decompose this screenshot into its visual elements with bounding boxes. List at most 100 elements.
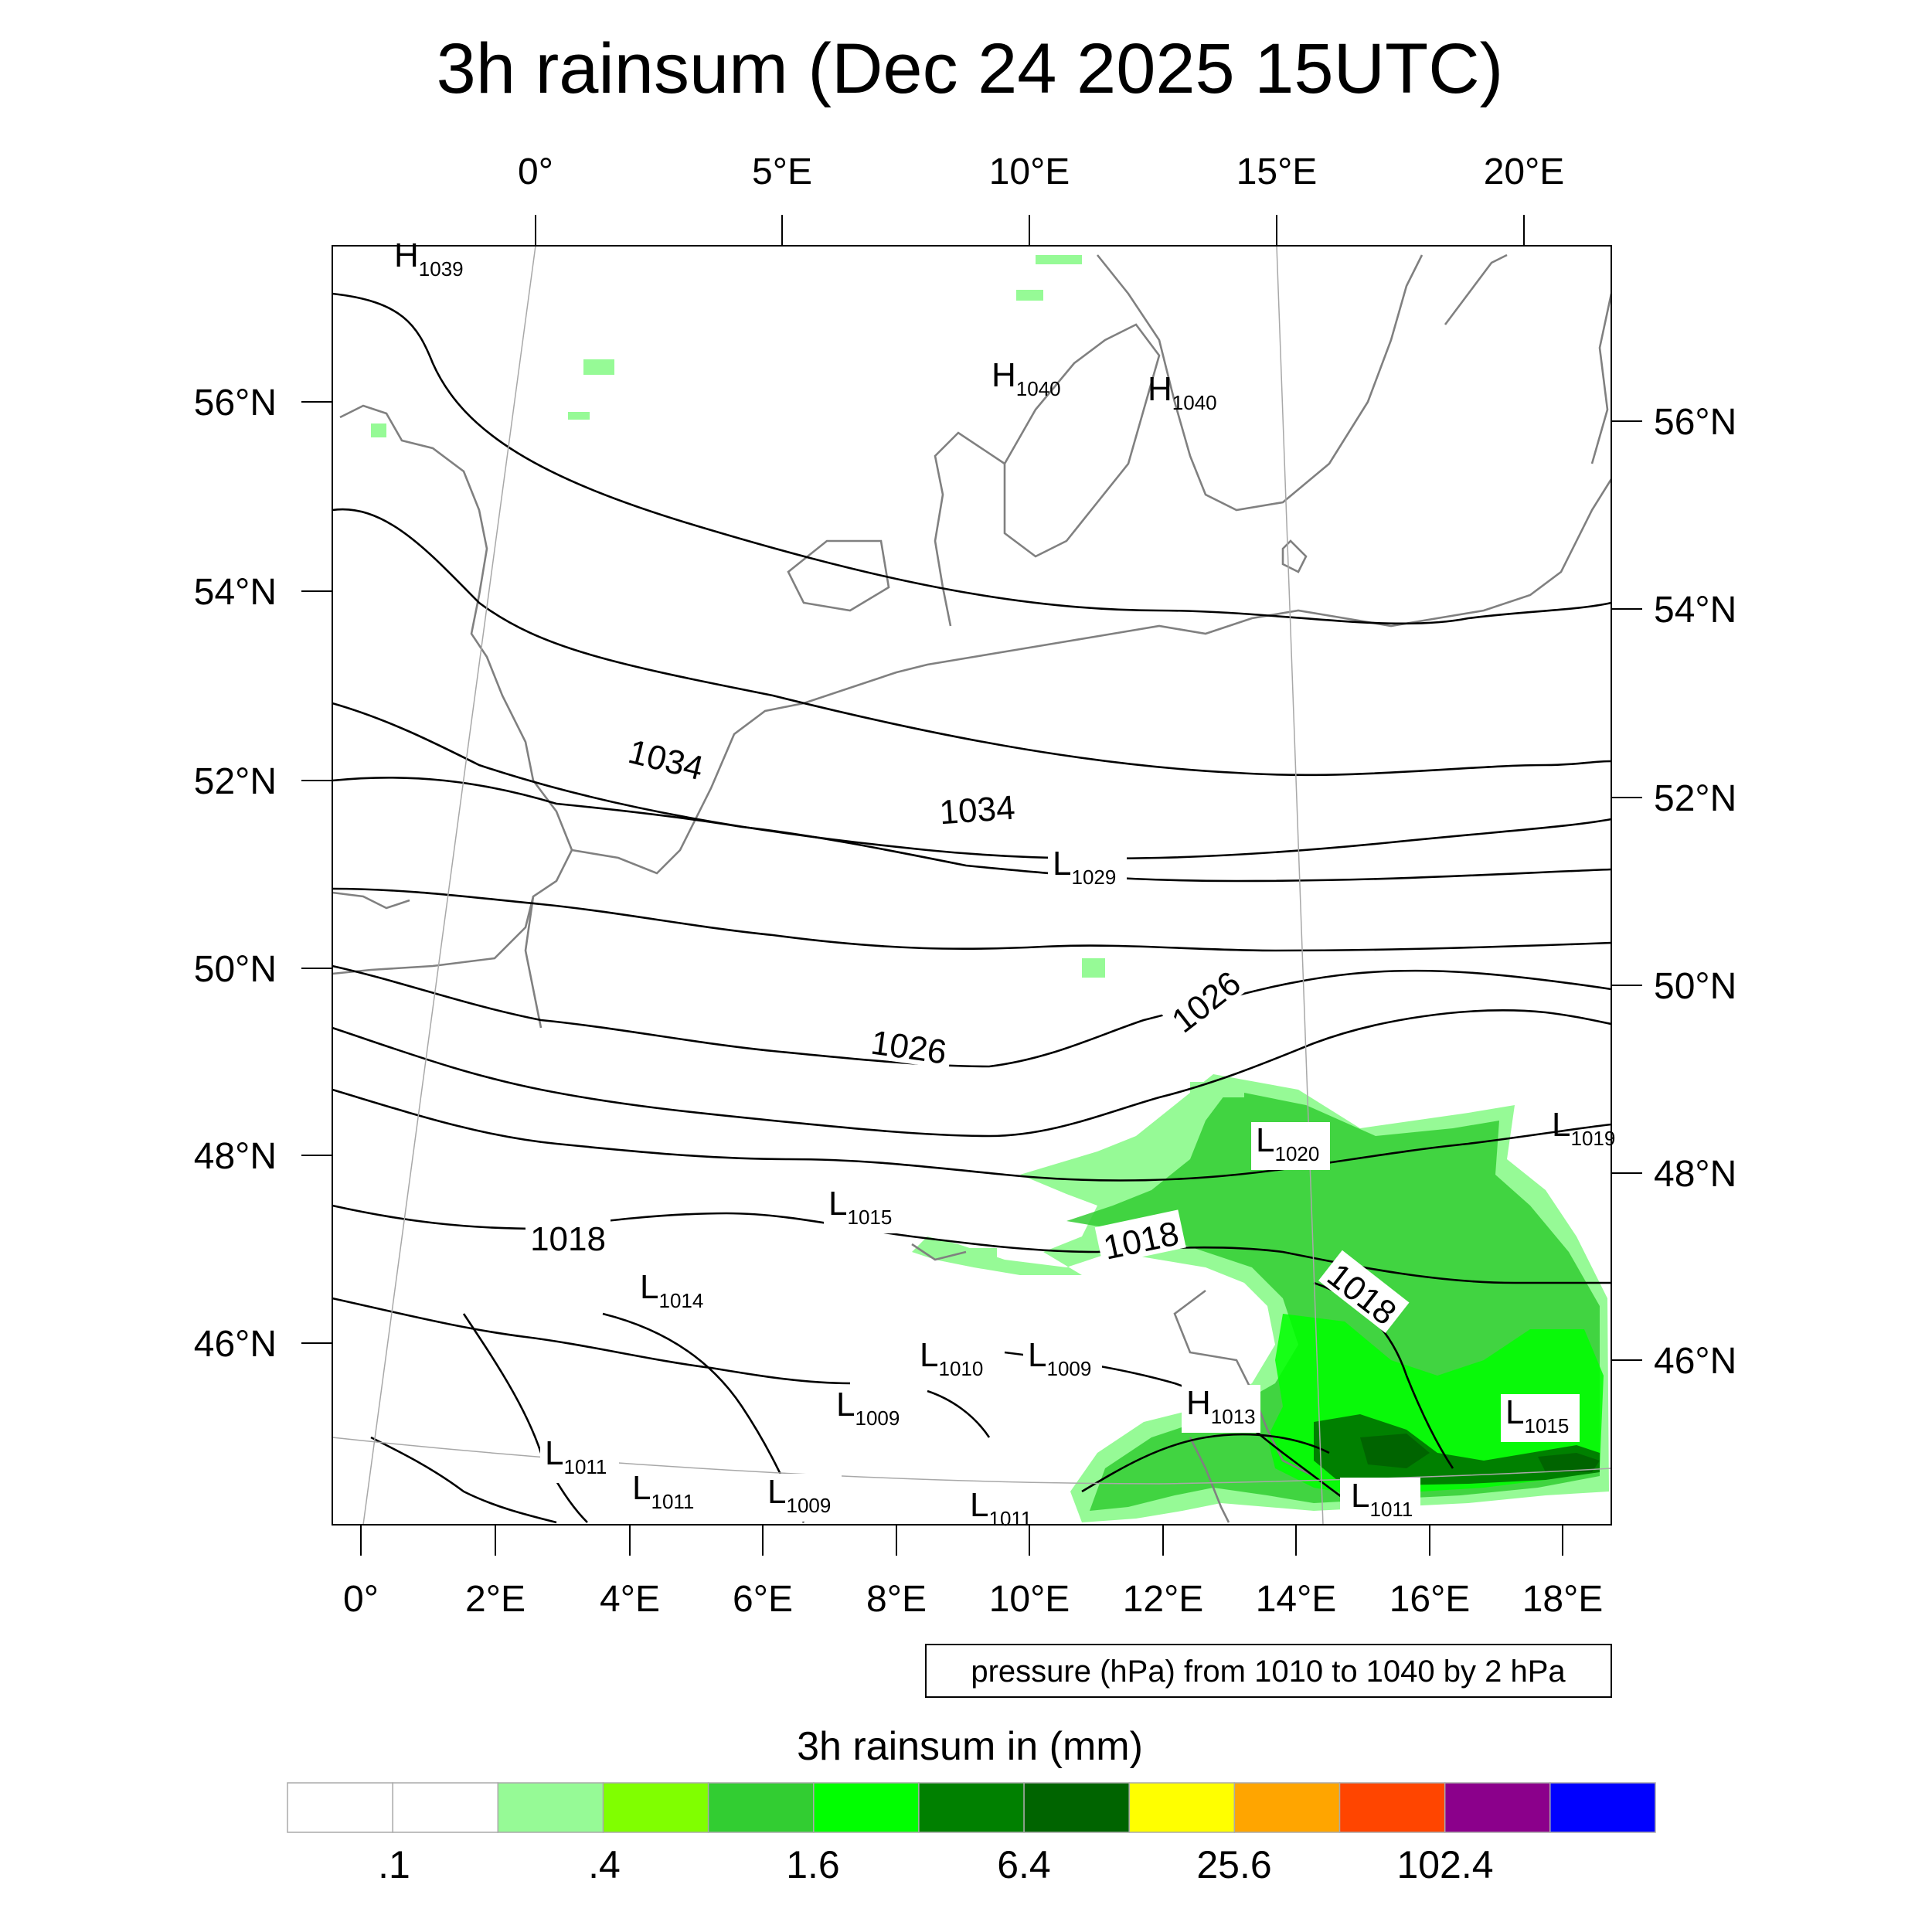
rain-speck-5 [568, 412, 590, 420]
svg-text:52°N: 52°N [194, 761, 277, 802]
svg-text:14°E: 14°E [1256, 1579, 1337, 1620]
rain-area-heavy [1314, 1414, 1600, 1485]
center-l-1014: L1014 [635, 1268, 714, 1317]
map-area: 1034 1034 1026 1026 1018 1018 [332, 236, 1615, 1535]
colorbar-swatch [1023, 1782, 1131, 1833]
center-h-1013: H1013 [1182, 1384, 1260, 1433]
center-h-1039: H1039 [394, 236, 464, 281]
svg-text:L1014: L1014 [640, 1268, 703, 1312]
left-latitude-labels: 56°N 54°N 52°N 50°N 48°N 46°N [194, 383, 277, 1365]
svg-text:H1040: H1040 [1148, 370, 1217, 414]
svg-text:50°N: 50°N [194, 949, 277, 990]
center-l-1011-b: L1011 [628, 1469, 706, 1518]
colorbar-swatches [287, 1782, 1656, 1833]
svg-text:L1019: L1019 [1552, 1106, 1615, 1150]
colorbar-label: 6.4 [997, 1843, 1051, 1886]
svg-text:15°E: 15°E [1236, 151, 1318, 192]
colorbar-swatch [497, 1782, 604, 1833]
rain-shading [371, 255, 1609, 1522]
colorbar-labels: .1 .4 1.6 6.4 25.6 102.4 [378, 1843, 1493, 1886]
colorbar-swatch [602, 1782, 709, 1833]
isobar-label-5: 1018 [526, 1216, 611, 1258]
center-l-1011-c: L1011 [965, 1486, 1044, 1535]
svg-text:2°E: 2°E [465, 1579, 526, 1620]
svg-text:54°N: 54°N [1654, 590, 1736, 631]
svg-text:L1011: L1011 [632, 1469, 694, 1513]
center-l-1020: L1020 [1251, 1121, 1330, 1170]
isobars [332, 292, 1612, 1524]
colorbar-swatch [813, 1782, 920, 1833]
svg-text:4°E: 4°E [600, 1579, 660, 1620]
center-l-1009-a: L1009 [1023, 1336, 1102, 1385]
center-h-1040-a: H1040 [992, 356, 1061, 400]
svg-text:46°N: 46°N [1654, 1341, 1736, 1382]
map-title: 3h rainsum (Dec 24 2025 15UTC) [437, 29, 1504, 108]
svg-text:50°N: 50°N [1654, 966, 1736, 1007]
svg-text:H1013: H1013 [1186, 1384, 1256, 1428]
svg-text:46°N: 46°N [194, 1324, 277, 1365]
svg-text:L1009: L1009 [1028, 1336, 1091, 1380]
center-l-1011-d: L1011 [1340, 1477, 1420, 1526]
rain-speck-1 [1036, 255, 1082, 264]
colorbar-label: 102.4 [1396, 1843, 1493, 1886]
svg-text:L1020: L1020 [1256, 1121, 1319, 1165]
rain-speck-7 [1082, 958, 1105, 978]
map-frame [332, 245, 1612, 1526]
svg-text:L1009: L1009 [836, 1386, 900, 1430]
svg-text:L1011: L1011 [545, 1434, 607, 1478]
rain-speck-8 [951, 1248, 997, 1260]
svg-text:18°E: 18°E [1522, 1579, 1604, 1620]
coastlines [332, 253, 1613, 1523]
colorbar-swatch [1233, 1782, 1341, 1833]
svg-text:56°N: 56°N [1654, 402, 1736, 443]
svg-text:48°N: 48°N [194, 1136, 277, 1177]
info-box: pressure (hPa) from 1010 to 1040 by 2 hP… [925, 1644, 1612, 1698]
colorbar-label: 25.6 [1196, 1843, 1271, 1886]
colorbar-swatch [918, 1782, 1025, 1833]
center-l-1015-a: L1015 [824, 1185, 903, 1233]
colorbar-swatch [392, 1782, 499, 1833]
center-l-1029: L1029 [1048, 845, 1127, 893]
center-l-1019: L1019 [1552, 1106, 1615, 1150]
colorbar-label: 1.6 [786, 1843, 840, 1886]
svg-text:L1029: L1029 [1053, 845, 1116, 889]
svg-text:54°N: 54°N [194, 572, 277, 613]
rain-core-2 [1538, 1453, 1600, 1472]
rain-speck-6 [1190, 1082, 1244, 1097]
colorbar: 3h rainsum in (mm) .1 .4 1.6 6.4 25.6 10… [287, 1724, 1656, 1886]
svg-text:5°E: 5°E [752, 151, 812, 192]
svg-text:6°E: 6°E [733, 1579, 793, 1620]
rain-speck-4 [371, 423, 386, 437]
svg-text:48°N: 48°N [1654, 1154, 1736, 1195]
isobar-label-2: 1034 [933, 784, 1021, 832]
svg-text:0°: 0° [343, 1579, 379, 1620]
center-l-1010: L1010 [915, 1336, 994, 1385]
rain-speck-2 [1016, 290, 1043, 301]
colorbar-label: .1 [378, 1843, 410, 1886]
svg-text:L1009: L1009 [767, 1473, 831, 1517]
tick-marks [301, 215, 1642, 1556]
svg-text:1034: 1034 [938, 789, 1016, 832]
center-l-1011-a: L1011 [540, 1434, 619, 1483]
rain-speck-3 [583, 359, 614, 375]
svg-text:8°E: 8°E [866, 1579, 927, 1620]
svg-text:1018: 1018 [530, 1220, 606, 1258]
svg-text:L1015: L1015 [828, 1185, 892, 1229]
svg-text:0°: 0° [518, 151, 553, 192]
colorbar-swatch [1444, 1782, 1551, 1833]
center-l-1015-b: L1015 [1501, 1393, 1580, 1442]
svg-text:L1015: L1015 [1505, 1393, 1569, 1437]
svg-text:52°N: 52°N [1654, 778, 1736, 819]
center-l-1009-b: L1009 [832, 1386, 910, 1434]
colorbar-swatch [1549, 1782, 1656, 1833]
colorbar-swatch [287, 1782, 393, 1833]
info-box-text: pressure (hPa) from 1010 to 1040 by 2 hP… [971, 1655, 1566, 1689]
rain-core-1 [1360, 1434, 1430, 1468]
bottom-longitude-labels: 0° 2°E 4°E 6°E 8°E 10°E 12°E 14°E 16°E 1… [343, 1579, 1603, 1620]
colorbar-swatch [1128, 1782, 1236, 1833]
svg-text:20°E: 20°E [1484, 151, 1565, 192]
center-h-1040-b: H1040 [1148, 370, 1217, 414]
right-latitude-labels: 56°N 54°N 52°N 50°N 48°N 46°N [1654, 402, 1736, 1382]
pressure-centers: H1039 H1040 H1040 L1029 L1020 L1019 L101… [394, 236, 1615, 1535]
